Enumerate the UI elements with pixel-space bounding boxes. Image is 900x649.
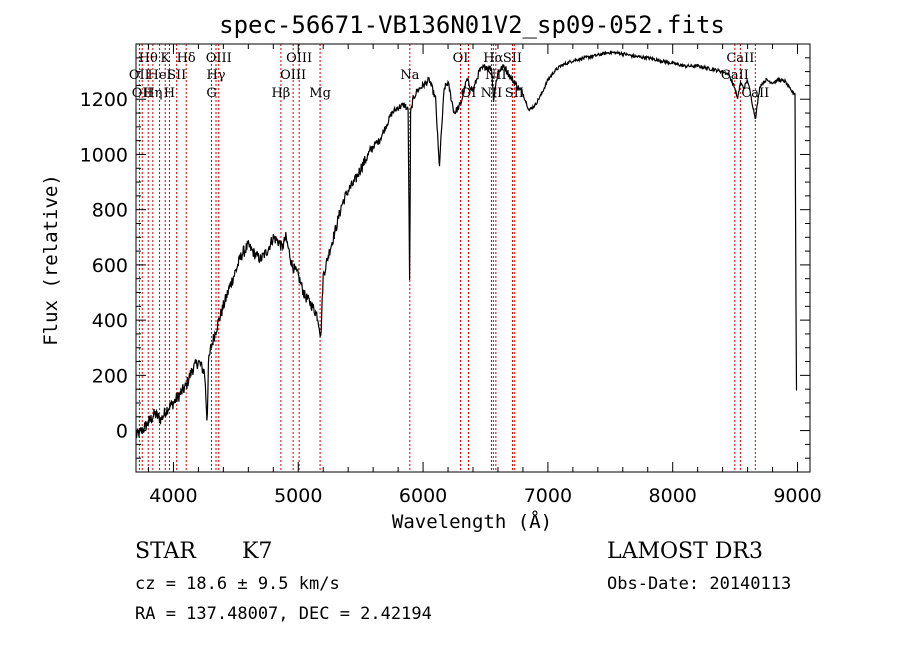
line-label-4: HeI bbox=[148, 68, 172, 83]
line-label-25: CaII bbox=[726, 51, 754, 66]
spectral-line-markers bbox=[138, 44, 756, 472]
line-label-24: CaII bbox=[721, 68, 749, 83]
line-label-21: NII bbox=[485, 68, 507, 83]
obs-date: Obs-Date: 20140113 bbox=[607, 574, 792, 594]
line-label-3: Hη bbox=[143, 86, 162, 101]
line-label-6: H bbox=[164, 86, 175, 101]
line-label-10: Hγ bbox=[206, 68, 225, 83]
x-tick-label: 4000 bbox=[149, 485, 197, 507]
line-label-16: Na bbox=[400, 68, 419, 83]
y-tick-label: 600 bbox=[92, 255, 128, 277]
y-tick-label: 800 bbox=[92, 200, 128, 222]
y-axis-ticks: 0 200 400 600 800 1000 1200 bbox=[80, 43, 810, 459]
y-tick-label: 0 bbox=[116, 421, 128, 443]
x-tick-label: 8000 bbox=[649, 485, 697, 507]
y-tick-label: 1200 bbox=[80, 89, 128, 111]
chart-title: spec-56671-VB136N01V2_sp09-052.fits bbox=[219, 11, 725, 39]
coordinates: RA = 137.48007, DEC = 2.42194 bbox=[135, 604, 432, 624]
line-label-20: Hα bbox=[483, 51, 503, 66]
line-label-15: Mg bbox=[309, 86, 331, 101]
line-label-26: CaII bbox=[741, 86, 769, 101]
line-label-22: SII bbox=[503, 51, 522, 66]
y-tick-label: 200 bbox=[92, 365, 128, 387]
line-label-13: OIII bbox=[280, 68, 306, 83]
line-label-14: OIII bbox=[286, 51, 312, 66]
object-class: STAR bbox=[135, 539, 196, 564]
line-label-1: OII bbox=[132, 86, 153, 101]
x-axis-ticks: 4000 5000 6000 7000 8000 9000 bbox=[147, 44, 822, 507]
line-label-23: SII bbox=[505, 86, 524, 101]
survey-name: LAMOST DR3 bbox=[607, 539, 763, 564]
plot-frame bbox=[135, 43, 811, 473]
spectrum-line bbox=[135, 50, 798, 439]
x-tick-label: 6000 bbox=[399, 485, 447, 507]
line-label-9: G bbox=[206, 86, 216, 101]
redshift-cz: cz = 18.6 ± 9.5 km/s bbox=[135, 574, 340, 594]
y-tick-label: 1000 bbox=[80, 144, 128, 166]
line-label-7: SII bbox=[167, 68, 186, 83]
line-label-8: Hδ bbox=[177, 51, 196, 66]
y-axis-label: Flux (relative) bbox=[40, 174, 62, 346]
spectral-line-labels: OIIOIIHθHηHeIKHSIIHδGHγOIIIHβOIIIOIIIMgN… bbox=[129, 51, 769, 101]
line-label-0: OII bbox=[129, 68, 150, 83]
x-axis-label: Wavelength (Å) bbox=[392, 510, 552, 533]
x-tick-label: 5000 bbox=[274, 485, 322, 507]
line-label-17: OI bbox=[453, 51, 469, 66]
y-tick-label: 400 bbox=[92, 310, 128, 332]
object-subclass: K7 bbox=[242, 539, 273, 564]
line-label-5: K bbox=[160, 51, 170, 66]
line-label-19: NII bbox=[481, 86, 503, 101]
x-tick-label: 9000 bbox=[773, 485, 821, 507]
line-label-11: OIII bbox=[206, 51, 232, 66]
line-label-12: Hβ bbox=[271, 86, 290, 101]
line-label-2: Hθ bbox=[139, 51, 158, 66]
x-tick-label: 7000 bbox=[524, 485, 572, 507]
